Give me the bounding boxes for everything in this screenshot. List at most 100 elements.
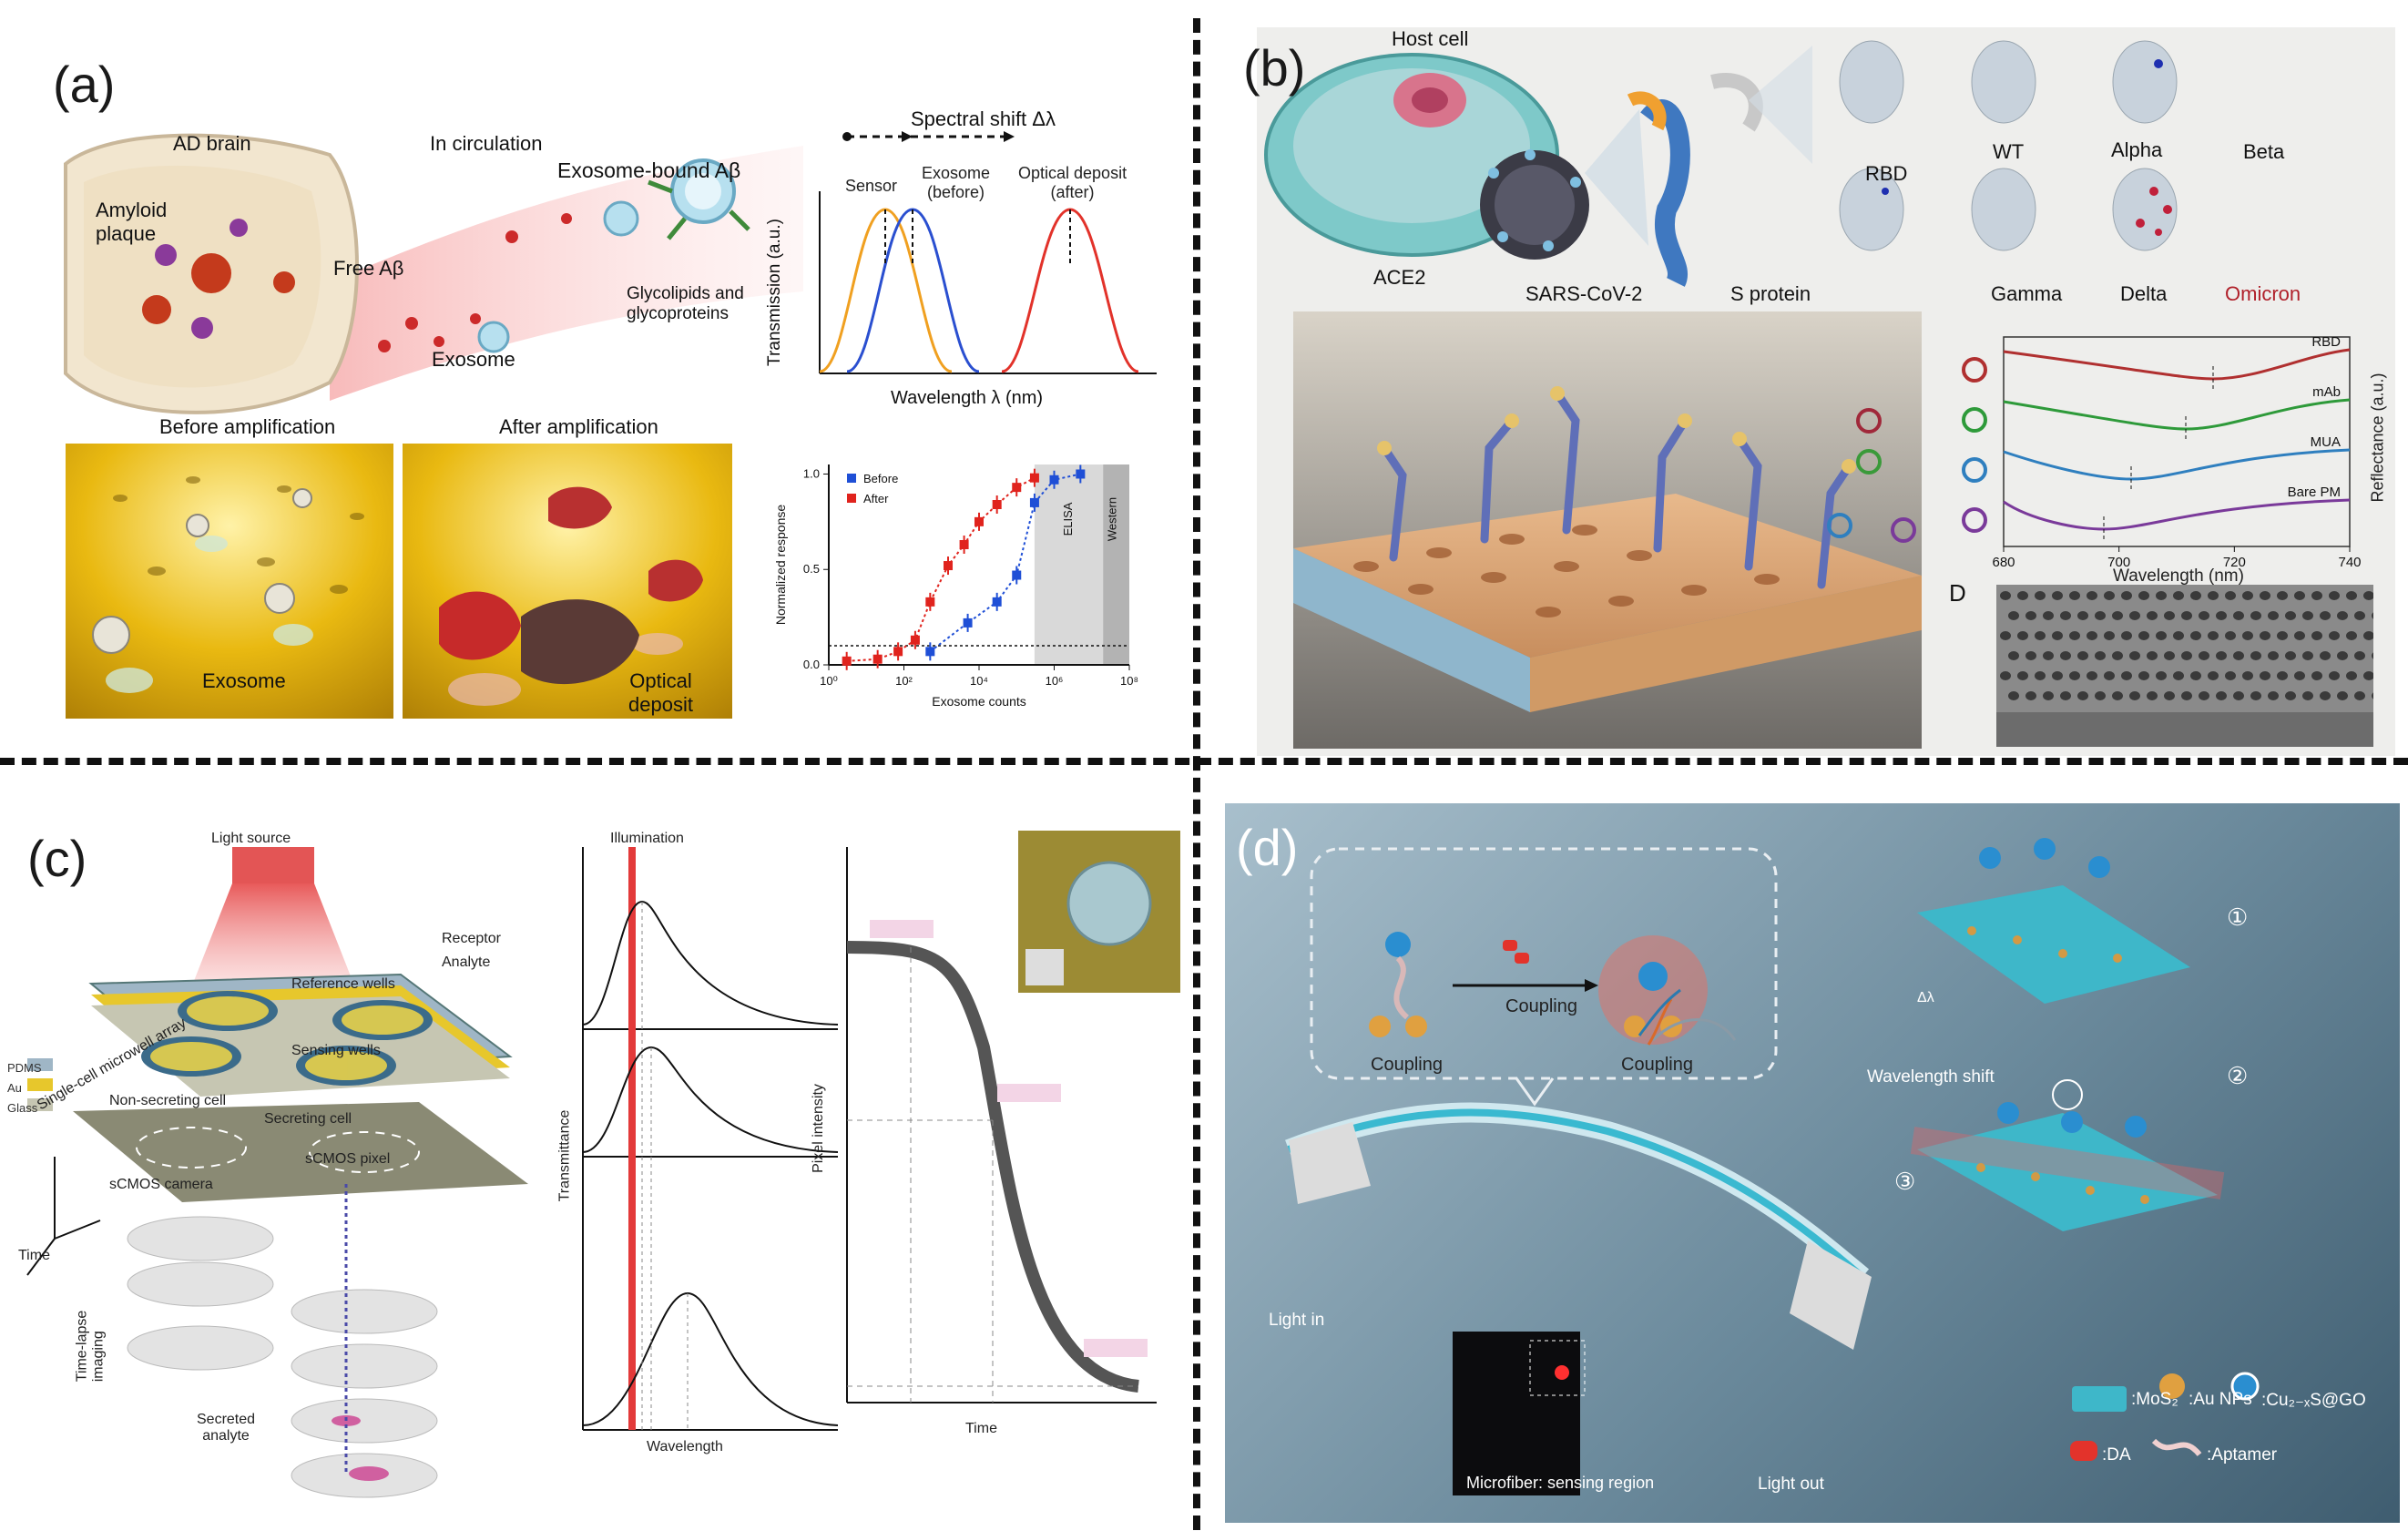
trace-mua [2003, 448, 2351, 481]
transmittance-label: Transmittance [556, 1109, 573, 1202]
sem-hole [2242, 591, 2253, 600]
reflectance-plot: RBD mAb MUA Bare PM 680 700 720 740 [1962, 334, 2362, 570]
elisa-region [1034, 464, 1104, 665]
secreting-label: Secreting cell [264, 1111, 352, 1127]
sem-hole [2121, 631, 2132, 640]
ad-brain-label: AD brain [173, 132, 251, 155]
legend-swatch-after [847, 494, 856, 503]
x-tick-label: 10⁶ [1046, 674, 1064, 688]
x-tick-label: 700 [2107, 555, 2130, 570]
sem-hole [2052, 591, 2063, 600]
sem-hole [2043, 611, 2054, 620]
normalized-response-chart: 10⁰ 10² 10⁴ 10⁶ 10⁸ 0.0 0.5 1.0 Exosome counts No… [773, 464, 1138, 709]
sem-hole [2337, 691, 2348, 700]
sem-hole [2225, 591, 2236, 600]
data-point-before [963, 618, 973, 628]
sem-hole [2199, 651, 2209, 660]
data-point-after [959, 540, 969, 549]
trace-marker [1962, 457, 1987, 483]
glycolipids-label: Glycolipids and glycoproteins [627, 284, 744, 323]
trace-marker [1962, 507, 1987, 533]
in-circulation-label: In circulation [430, 132, 543, 155]
spectral-shift-title: Spectral shift Δλ [911, 107, 1056, 130]
reference-wells-label: Reference wells [291, 976, 395, 992]
x-tick-label: 680 [1992, 555, 2015, 570]
sem-hole [2164, 651, 2175, 660]
sem-hole [2112, 611, 2123, 620]
analyte-label: Analyte [442, 954, 491, 970]
sem-hole [2138, 591, 2149, 600]
time-label: Time [18, 1248, 50, 1263]
sem-hole [2294, 631, 2305, 640]
sem-hole [2147, 691, 2158, 700]
cell-sem-inset [1018, 831, 1180, 993]
sem-hole [2008, 611, 2019, 620]
data-point-before [925, 647, 935, 657]
trace-mab [2003, 398, 2351, 431]
free-ab-label: Free Aβ [333, 257, 404, 280]
data-point-after [1029, 473, 1039, 483]
scmos-camera-label: sCMOS camera [109, 1177, 213, 1192]
sem-hole [2087, 591, 2097, 600]
chart-ylabel: Normalized response [773, 505, 788, 625]
step3-label: ③ [1894, 1168, 1916, 1195]
sem-hole [2164, 611, 2175, 620]
sem-hole [2337, 611, 2348, 620]
sem-hole [2008, 691, 2019, 700]
sem-hole [2060, 611, 2071, 620]
before-amp-label: Before amplification [159, 415, 336, 438]
x-tick-label: 10² [895, 674, 913, 688]
sem-hole [2354, 691, 2365, 700]
sem-hole [2095, 611, 2106, 620]
data-point-after [910, 635, 920, 645]
sem-hole [2329, 631, 2340, 640]
sem-hole [2035, 631, 2046, 640]
exosome-label: Exosome [432, 348, 515, 371]
x-tick-label: 720 [2223, 555, 2246, 570]
sem-hole [2138, 631, 2149, 640]
data-point-after [872, 654, 883, 664]
transmittance-spectra [582, 847, 839, 1431]
sem-hole [2190, 631, 2201, 640]
trace-label: MUA [2311, 434, 2341, 450]
step1-label: ① [2227, 903, 2249, 931]
brain-illustration [64, 133, 803, 414]
sem-hole [2337, 651, 2348, 660]
time-lapse-label: Time-lapse imaging [74, 1310, 107, 1383]
sem-hole [2017, 591, 2028, 600]
horizontal-divider [0, 758, 2408, 765]
sensor-label: Sensor [845, 177, 898, 195]
legend-aptamer: :Aptamer [2207, 1445, 2278, 1465]
coupling-arrow-label: Coupling [1505, 996, 1577, 1016]
sem-hole [2069, 671, 2080, 680]
sem-hole [2346, 591, 2357, 600]
step2-label: ② [2227, 1062, 2249, 1089]
sem-hole [2372, 692, 2373, 699]
sem-hole [2208, 631, 2219, 640]
sem-image [1996, 585, 2373, 747]
microfiber-label: Microfiber: sensing region [1466, 1474, 1655, 1492]
sem-hole [2147, 651, 2158, 660]
sem-hole [2025, 651, 2036, 660]
sem-hole [2121, 591, 2132, 600]
sem-hole [2250, 651, 2261, 660]
trace-rbd [2003, 348, 2351, 381]
sem-hole [2035, 591, 2046, 600]
legend-au: :Au NPs [2189, 1390, 2252, 1409]
sem-hole [2311, 631, 2322, 640]
panel-b: (b) Host cell ACE2 SARS-CoV-2 S protein … [1243, 27, 2395, 756]
panel-b-letter: (b) [1243, 39, 1306, 97]
sem-hole [2043, 691, 2054, 700]
sem-hole [2035, 671, 2046, 680]
data-point-after [893, 647, 903, 657]
legend-label-before: Before [863, 472, 898, 485]
sem-hole [2199, 691, 2209, 700]
sem-hole [2363, 671, 2373, 680]
sem-hole [2000, 631, 2011, 640]
sem-hole [2372, 612, 2373, 619]
sem-hole [2233, 651, 2244, 660]
time-axis-label: Time [965, 1421, 997, 1436]
trace-marker [1962, 357, 1987, 383]
sem-hole [2190, 671, 2201, 680]
sem-hole [2156, 671, 2167, 680]
